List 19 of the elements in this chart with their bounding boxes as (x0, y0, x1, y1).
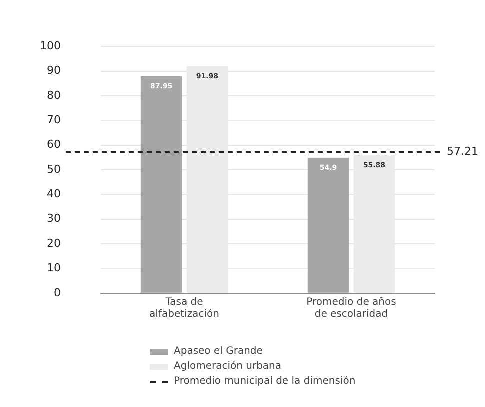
y-tick-label: 80 (46, 88, 61, 102)
y-tick-label: 60 (46, 138, 61, 152)
y-tick-label: 50 (46, 162, 61, 176)
y-tick-label: 100 (40, 39, 61, 52)
y-tick-label: 10 (46, 262, 61, 275)
legend-label: Aglomeración urbana (174, 360, 282, 374)
y-tick-label: 40 (46, 188, 61, 201)
y-tick-label: 30 (46, 212, 61, 226)
bar (140, 76, 182, 293)
legend-label: Promedio municipal de la dimensión (174, 375, 356, 389)
y-tick-label: 90 (46, 64, 61, 78)
x-tick-label: Tasa de alfabetización (150, 296, 220, 320)
y-tick-label: 70 (46, 114, 61, 126)
text: 57.21 (447, 145, 478, 158)
y-tick-label: 0 (54, 286, 61, 300)
y-tick-label: 20 (46, 236, 61, 250)
x-tick-label: Promedio de años de escolaridad (306, 296, 396, 320)
bar (308, 158, 350, 293)
legend-label: Apaseo el Grande (174, 345, 263, 359)
